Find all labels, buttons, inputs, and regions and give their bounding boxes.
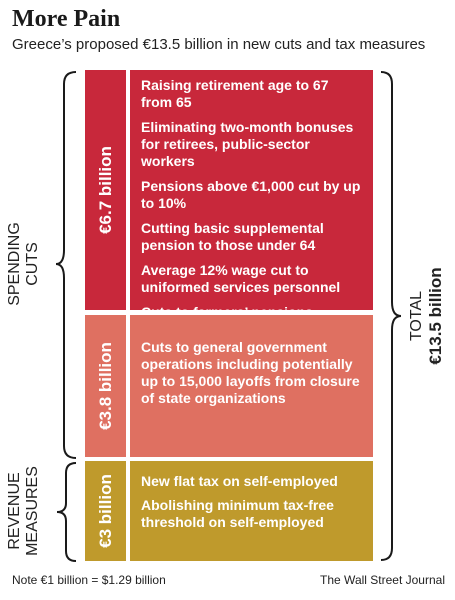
- spending-label-line2: CUTS: [24, 242, 41, 286]
- spending-label-line1: SPENDING: [6, 222, 23, 306]
- amount-label-3-8: €3.8 billion: [95, 342, 115, 430]
- revenue-measures-label: REVENUE MEASURES: [6, 466, 42, 556]
- measure-item: Eliminating two-month bonuses for retire…: [141, 119, 354, 169]
- spending-cuts-box-2: Cuts to general government operations in…: [130, 315, 373, 457]
- measure-item: Cutting basic supplemental pension to th…: [141, 220, 324, 253]
- revenue-label-line1: REVENUE: [6, 472, 23, 550]
- total-label: TOTAL €13.5 billion: [407, 267, 445, 364]
- measure-item: Raising retirement age to 67 from 65: [141, 77, 329, 110]
- measure-item: Average 12% wage cut to uniformed servic…: [141, 262, 341, 295]
- total-label-line1: TOTAL: [408, 290, 425, 342]
- revenue-brace-icon: [56, 462, 77, 562]
- amount-bar-3: €3 billion: [85, 461, 126, 561]
- spending-cuts-label: SPENDING CUTS: [6, 222, 42, 306]
- amount-label-3: €3 billion: [95, 474, 115, 548]
- measure-item: Pensions above €1,000 cut by up to 10%: [141, 178, 361, 211]
- total-amount: €13.5 billion: [426, 267, 445, 365]
- measure-item: Abolishing minimum tax-free threshold on…: [141, 497, 334, 530]
- measure-item: New flat tax on self-employed: [141, 473, 338, 489]
- revenue-measures-box: New flat tax on self-employed Abolishing…: [130, 461, 373, 561]
- measure-item: Cuts to general government operations in…: [141, 339, 360, 406]
- footnote: Note €1 billion = $1.29 billion: [12, 573, 166, 587]
- chart-title: More Pain: [12, 6, 121, 32]
- amount-bar-3-8: €3.8 billion: [85, 315, 126, 457]
- spending-cuts-box-1: Raising retirement age to 67 from 65 Eli…: [130, 70, 373, 320]
- revenue-label-line2: MEASURES: [24, 466, 41, 556]
- spending-brace-icon: [55, 71, 77, 459]
- chart-subtitle: Greece’s proposed €13.5 billion in new c…: [12, 36, 426, 53]
- amount-label-6-7: €6.7 billion: [95, 146, 115, 234]
- amount-bar-6-7: €6.7 billion: [85, 70, 126, 310]
- source-credit: The Wall Street Journal: [320, 573, 445, 587]
- total-brace-icon: [380, 71, 402, 561]
